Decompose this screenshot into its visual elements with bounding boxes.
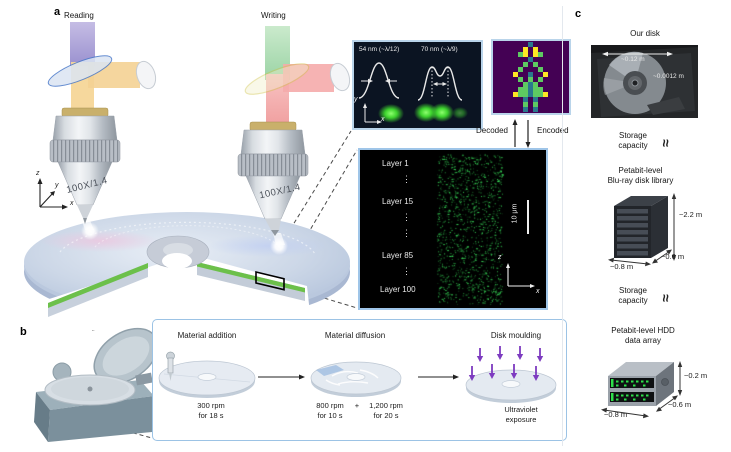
ellipsis: ⋮ xyxy=(402,228,411,238)
step1-caption1: 300 rpm xyxy=(197,401,225,410)
yx-axes-icon xyxy=(363,103,382,124)
dichroic-mirror xyxy=(244,63,310,95)
reading-label: Reading xyxy=(64,11,94,20)
disk-illustration xyxy=(24,212,350,330)
right-peak-label: 70 nm (~λ/9) xyxy=(421,46,458,53)
ellipsis: ⋮ xyxy=(402,266,411,276)
bluray-depth-label: ~0.6 m xyxy=(661,252,685,261)
writing-label: Writing xyxy=(261,11,286,20)
step3-title: Disk moulding xyxy=(490,331,542,340)
optical-setup-illustration xyxy=(24,22,351,330)
decode-encode-arrows xyxy=(512,119,531,148)
bluray-title: Petabit-level Blu-ray disk library xyxy=(607,166,674,185)
dichroic-mirror xyxy=(47,55,113,87)
approx-icon: ≈ xyxy=(657,294,674,302)
layer-x-axis-label: x xyxy=(536,288,540,295)
step2-plus: + xyxy=(354,401,360,410)
step2-title: Material diffusion xyxy=(324,331,386,340)
code-inset xyxy=(491,39,571,115)
dimension-arrows xyxy=(603,365,681,417)
step1-caption2: for 18 s xyxy=(198,411,224,420)
step2-caption-left: 800 rpm for 10 s xyxy=(316,401,344,420)
storage-capacity-1: Storage capacity xyxy=(618,131,648,150)
diffusion-splats xyxy=(325,369,379,386)
intensity-profile-curves xyxy=(358,62,463,101)
step1-disk xyxy=(158,351,256,398)
process-arrow-icon xyxy=(418,374,459,380)
disk-diameter-label: ~0.12 m xyxy=(621,56,645,63)
led-lights xyxy=(611,379,649,401)
pipette-icon xyxy=(166,351,175,381)
profile-inset: 54 nm (~λ/12) 70 nm (~λ/9) xyxy=(352,40,483,130)
encoded-pixel-art xyxy=(493,42,568,112)
zx-axes-icon xyxy=(506,263,535,288)
step3-caption2: exposure xyxy=(505,415,537,424)
storage-capacity-2: Storage capacity xyxy=(618,286,648,305)
lens xyxy=(329,62,351,92)
layer-label: Layer 15 xyxy=(382,197,414,206)
layer-z-axis-label: z xyxy=(498,254,502,261)
fluorescence-spot-double-right xyxy=(430,103,454,122)
process-arrow-icon xyxy=(258,374,305,380)
panel-c-divider xyxy=(562,6,563,446)
approx-icon: ≈ xyxy=(657,139,674,147)
our-disk-photo: ~0.12 m ~0.0012 m xyxy=(591,45,698,118)
objective-left xyxy=(49,107,121,224)
disk-thickness-label: ~0.0012 m xyxy=(653,73,684,80)
hdd-array-illustration xyxy=(601,361,683,419)
red-beam-horizontal xyxy=(283,64,334,92)
bluray-cabinet-illustration xyxy=(608,193,677,267)
lens xyxy=(135,60,157,90)
profile-x-axis-label: x xyxy=(381,116,385,123)
layer-label: Layer 100 xyxy=(380,285,416,294)
bluray-height-label: ~2.2 m xyxy=(679,210,703,219)
decoded-label: Decoded xyxy=(475,126,508,135)
objective-right xyxy=(237,121,309,236)
step2-caption-right: 1,200 rpm for 20 s xyxy=(369,401,403,420)
step3-caption1: Ultraviolet xyxy=(504,405,538,414)
reading-beam-path xyxy=(47,22,157,114)
purple-beam xyxy=(70,22,95,66)
hdd-depth-label: ~0.6 m xyxy=(668,400,692,409)
layer-label: Layer 1 xyxy=(382,159,409,168)
writing-beam-path xyxy=(244,26,351,126)
step3-disk xyxy=(465,346,557,403)
our-disk-title: Our disk xyxy=(630,29,660,38)
fluorescence-spot-faint xyxy=(452,107,468,119)
left-peak-label: 54 nm (~λ/12) xyxy=(359,46,400,53)
step2-disk xyxy=(310,361,402,397)
profile-y-axis-label: y xyxy=(354,96,358,103)
dimension-arrows xyxy=(610,197,675,265)
scale-bar xyxy=(527,200,529,234)
laser-focus-spot-right xyxy=(270,237,288,255)
layer-inset: Layer 1 ⋮ Layer 15 ⋮ ⋮ Layer 85 ⋮ Layer … xyxy=(358,148,548,310)
panel-c-label: c xyxy=(575,8,582,20)
ellipsis: ⋮ xyxy=(402,212,411,222)
scale-bar-label: 10 μm xyxy=(511,203,519,224)
coordinate-axes-icon xyxy=(37,178,68,210)
laser-focus-spot-left xyxy=(81,222,99,240)
layer-data-speckles xyxy=(360,150,546,308)
panel-b-label: b xyxy=(20,326,27,338)
panel-a-label: a xyxy=(54,6,61,18)
encoded-label: Encoded xyxy=(537,126,569,135)
fluorescence-spot-single xyxy=(378,104,404,123)
axis-x-label: x xyxy=(70,200,74,207)
axis-z-label: z xyxy=(36,170,40,177)
up-arrow-icon xyxy=(512,119,518,125)
ellipsis: ⋮ xyxy=(402,174,411,184)
axis-y-label: y xyxy=(55,182,59,189)
spin-coater-illustration xyxy=(34,327,156,442)
hdd-title: Petabit-level HDD data array xyxy=(611,326,675,345)
material-patch xyxy=(316,365,344,376)
layer-label: Layer 85 xyxy=(382,251,414,260)
step1-title: Material addition xyxy=(177,331,237,340)
hdd-height-label: ~0.2 m xyxy=(684,371,708,380)
uv-arrow-icons xyxy=(471,346,541,376)
hdd-width-label: ~0.8 m xyxy=(604,410,628,419)
bluray-width-label: ~0.8 m xyxy=(610,262,634,271)
zoom-region-rect xyxy=(255,270,285,291)
down-arrow-icon xyxy=(525,142,531,148)
